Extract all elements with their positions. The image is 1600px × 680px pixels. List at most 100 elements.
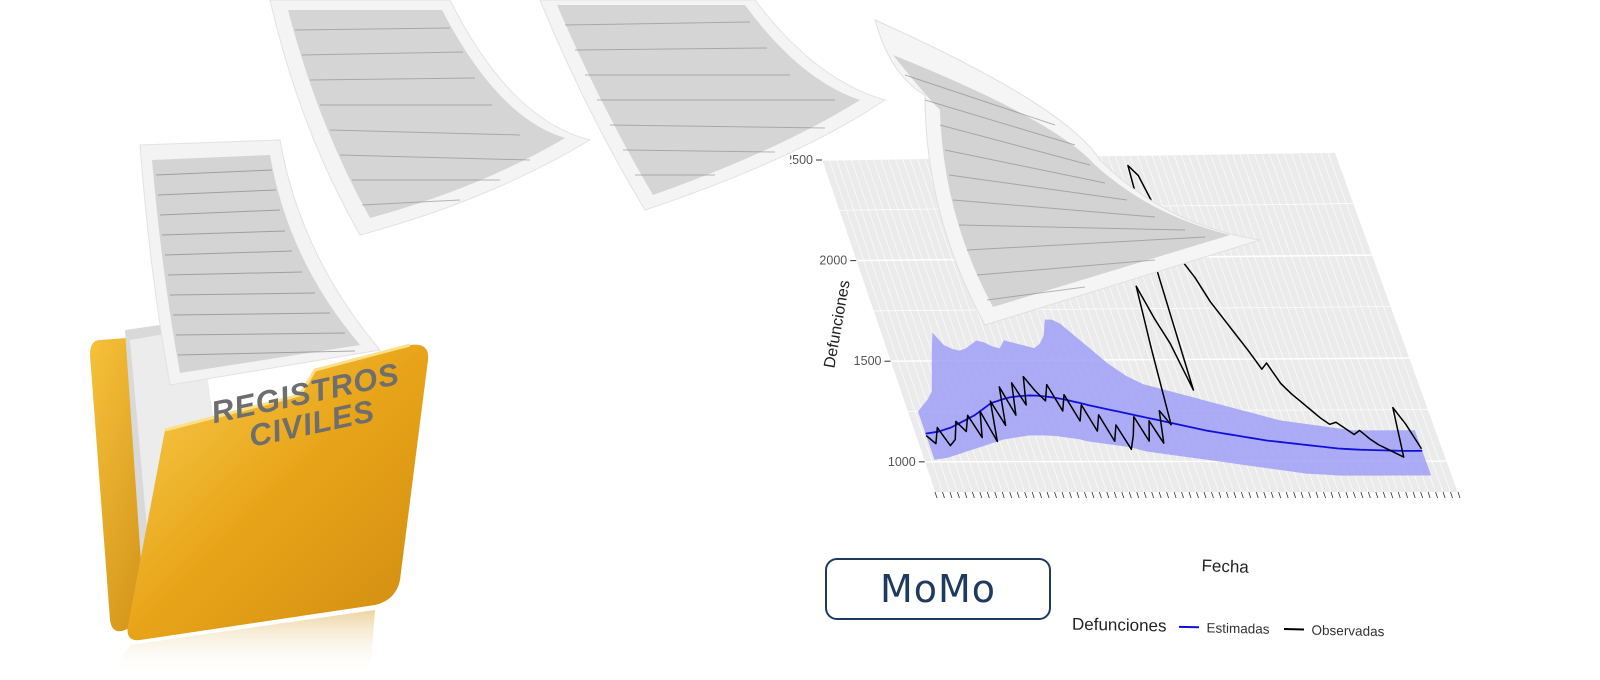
- legend-swatch-observadas: [1283, 628, 1304, 631]
- legend-item-observadas: Observadas: [1283, 622, 1385, 639]
- folder-illustration: [90, 320, 429, 675]
- x-tick: [1151, 491, 1155, 499]
- x-tick: [1158, 491, 1162, 499]
- x-tick: [1188, 491, 1192, 499]
- grid-v: [821, 159, 936, 493]
- legend-title: Defunciones: [1072, 614, 1167, 636]
- x-tick: [1367, 491, 1371, 499]
- x-tick: [1300, 491, 1304, 499]
- x-tick: [1173, 491, 1177, 499]
- y-axis-title: Defunciones: [821, 279, 853, 370]
- x-tick: [1084, 491, 1087, 499]
- momo-badge: MoMo: [825, 558, 1051, 620]
- x-tick: [1166, 491, 1169, 499]
- band-estimadas: [918, 319, 1432, 476]
- x-tick: [1009, 491, 1013, 499]
- grid-v: [829, 159, 943, 493]
- x-tick: [957, 491, 960, 499]
- grid-h: [873, 306, 1391, 312]
- paper-sheet-1: [139, 139, 381, 386]
- x-tick: [1024, 491, 1028, 499]
- x-tick: [1375, 491, 1379, 499]
- x-tick: [1330, 491, 1334, 499]
- x-tick: [1106, 491, 1110, 499]
- x-tick: [1427, 491, 1431, 499]
- x-tick: [949, 491, 953, 499]
- x-tick: [1382, 491, 1386, 499]
- legend-label-observadas: Observadas: [1311, 622, 1385, 639]
- grid-v: [1327, 152, 1451, 493]
- x-tick: [1226, 491, 1229, 499]
- series-line-estimadas: [925, 394, 1423, 452]
- x-tick: [1405, 491, 1409, 499]
- x-tick: [1270, 491, 1274, 499]
- x-tick: [1293, 491, 1297, 499]
- x-tick: [1457, 491, 1461, 499]
- x-tick: [1061, 491, 1065, 499]
- x-tick: [1091, 491, 1095, 499]
- x-tick: [1016, 491, 1020, 499]
- x-tick: [1353, 491, 1356, 499]
- x-tick: [971, 491, 975, 499]
- y-tick-label: 1000: [888, 455, 916, 469]
- x-tick: [1076, 491, 1080, 499]
- x-tick: [1390, 491, 1394, 499]
- x-tick: [1128, 491, 1132, 499]
- x-tick: [1001, 491, 1005, 499]
- x-tick: [1121, 491, 1125, 499]
- x-tick: [1069, 491, 1072, 499]
- x-tick: [1442, 491, 1446, 499]
- x-tick: [986, 491, 990, 499]
- x-tick: [1450, 491, 1453, 499]
- x-tick: [1323, 491, 1326, 499]
- x-tick: [1308, 491, 1311, 499]
- paper-sheet-4: [874, 19, 1261, 326]
- x-tick: [1285, 491, 1289, 499]
- x-tick: [1054, 491, 1057, 499]
- x-tick: [1136, 491, 1140, 499]
- x-tick: [1211, 491, 1214, 499]
- x-tick: [1143, 491, 1147, 499]
- x-tick: [1233, 491, 1237, 499]
- x-tick: [942, 491, 945, 499]
- paper-sheet-2: [269, 0, 592, 236]
- x-tick: [1181, 491, 1184, 499]
- x-tick: [1397, 491, 1401, 499]
- x-tick: [1218, 491, 1222, 499]
- x-tick: [1046, 491, 1050, 499]
- series-line-observadas: [925, 164, 1423, 458]
- x-tick: [1360, 491, 1364, 499]
- grid-v: [1320, 152, 1444, 493]
- legend-swatch-estimadas: [1178, 625, 1199, 629]
- y-tick-label: 1500: [854, 354, 882, 368]
- x-tick: [994, 491, 998, 499]
- x-tick: [1203, 491, 1207, 499]
- x-tick: [1031, 491, 1035, 499]
- chart-legend: Defunciones Estimadas Observadas: [1072, 611, 1398, 646]
- x-tick: [1412, 491, 1416, 499]
- x-tick: [1255, 491, 1259, 499]
- x-tick: [1345, 491, 1349, 499]
- legend-label-estimadas: Estimadas: [1206, 619, 1270, 637]
- paper-sheet-3: [539, 0, 887, 211]
- y-tick-label: 2500: [790, 153, 813, 167]
- x-tick: [1435, 491, 1438, 499]
- x-tick: [1039, 491, 1042, 499]
- x-tick: [1338, 491, 1341, 499]
- x-tick: [1278, 491, 1282, 499]
- x-tick: [964, 491, 968, 499]
- x-tick: [1196, 491, 1199, 499]
- legend-item-estimadas: Estimadas: [1178, 619, 1270, 637]
- x-tick: [934, 491, 938, 499]
- x-tick: [1098, 491, 1102, 499]
- x-tick: [1420, 491, 1424, 499]
- x-tick: [1315, 491, 1319, 499]
- grid-v: [1334, 151, 1459, 493]
- x-axis-title: Fecha: [1201, 556, 1249, 577]
- x-tick: [979, 491, 983, 499]
- x-tick: [1113, 491, 1117, 499]
- x-tick: [1248, 491, 1252, 499]
- x-tick: [1240, 491, 1244, 499]
- x-tick: [1263, 491, 1267, 499]
- y-tick-label: 2000: [819, 254, 847, 268]
